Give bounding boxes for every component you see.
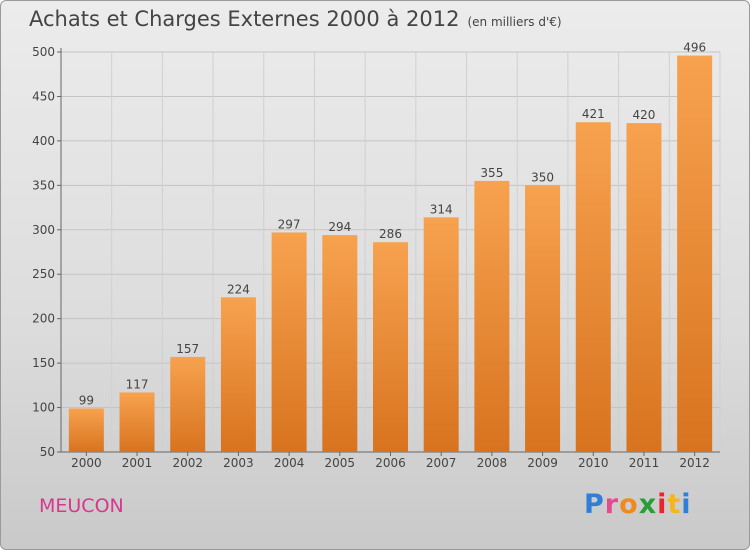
xtick-label: 2008	[477, 456, 508, 470]
bar	[119, 392, 155, 452]
xtick-label: 2004	[274, 456, 305, 470]
bar	[525, 185, 561, 453]
bar	[322, 235, 358, 452]
bar-value-label: 420	[633, 108, 656, 122]
ytick-label: 100	[32, 401, 55, 415]
bar-value-label: 314	[430, 202, 453, 216]
chart-title: Achats et Charges Externes 2000 à 2012 (e…	[29, 7, 562, 31]
bar-value-label: 99	[79, 393, 94, 407]
xtick-label: 2011	[629, 456, 660, 470]
bar	[220, 297, 256, 452]
ytick-label: 500	[32, 45, 55, 59]
bar-value-label: 294	[328, 220, 351, 234]
bar	[373, 242, 408, 452]
commune-name: MEUCON	[39, 495, 124, 517]
ytick-label: 350	[32, 178, 55, 192]
bar-value-label: 157	[176, 342, 199, 356]
bar	[677, 55, 713, 453]
bar	[626, 123, 662, 452]
bar	[68, 408, 104, 452]
data-labels: 99 117 157 224 297 294 286 314 355 350 421 420 496	[79, 41, 706, 408]
ytick-label: 450	[32, 89, 55, 103]
xtick-label: 2010	[578, 456, 609, 470]
title-text: Achats et Charges Externes 2000 à 2012	[29, 7, 460, 31]
ytick-label: 150	[32, 356, 55, 370]
bar-value-label: 286	[379, 227, 402, 241]
bar-value-label: 350	[531, 170, 554, 184]
xtick-label: 2007	[426, 456, 457, 470]
bar	[271, 232, 307, 452]
bar	[575, 122, 611, 452]
bar-value-label: 117	[126, 377, 149, 391]
bar-value-label: 496	[683, 41, 706, 55]
ytick-label: 50	[40, 445, 55, 459]
bars	[68, 55, 713, 453]
xtick-label: 2005	[325, 456, 356, 470]
xtick-label: 2009	[527, 456, 558, 470]
ytick-label: 400	[32, 134, 55, 148]
xtick-label: 2006	[375, 456, 406, 470]
xtick-label: 2002	[172, 456, 203, 470]
xtick-label: 2001	[122, 456, 153, 470]
bar	[474, 180, 510, 452]
bar-value-label: 421	[582, 107, 605, 121]
bar-value-label: 224	[227, 282, 250, 296]
ytick-label: 300	[32, 223, 55, 237]
xtick-label: 2012	[679, 456, 710, 470]
bar	[170, 356, 206, 452]
bar	[423, 217, 459, 452]
bar-value-label: 297	[278, 217, 301, 231]
proxiti-logo[interactable]: Proxiti	[584, 489, 692, 520]
chart-subtitle: (en milliers d'€)	[467, 15, 562, 29]
bar-value-label: 355	[480, 166, 503, 180]
ytick-label: 250	[32, 267, 55, 281]
xtick-label: 2000	[71, 456, 102, 470]
ytick-label: 200	[32, 312, 55, 326]
xtick-label: 2003	[223, 456, 254, 470]
axes: 50 100 150 200 250 300 350 400 450 500 2000 2001 200…	[32, 45, 720, 470]
